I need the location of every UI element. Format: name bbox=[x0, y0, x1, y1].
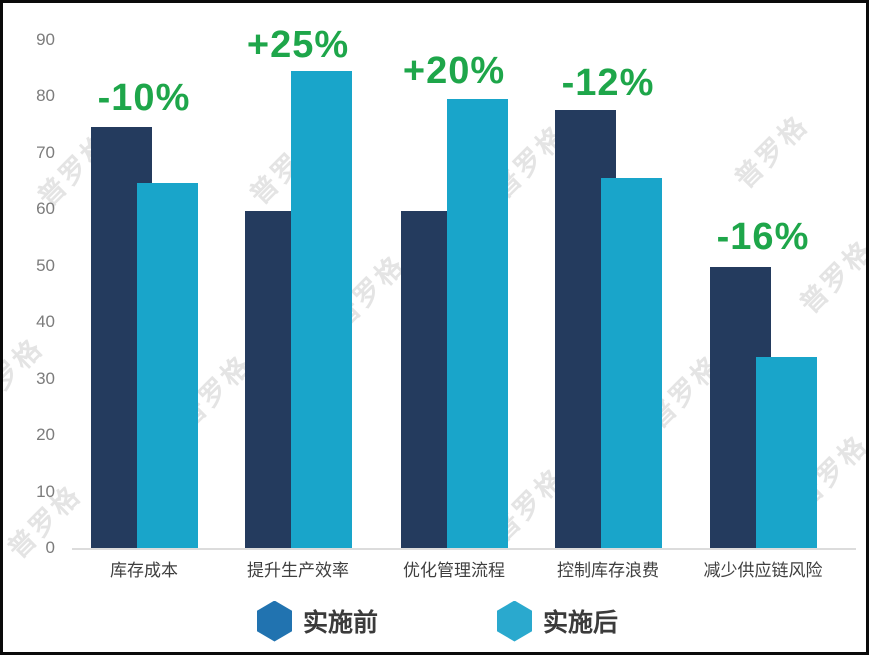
y-axis-tick-label: 80 bbox=[36, 86, 55, 105]
change-label: -12% bbox=[561, 62, 655, 104]
legend-item-after: 实施后 bbox=[497, 599, 618, 643]
y-axis-tick-label: 10 bbox=[36, 482, 55, 501]
y-axis-tick-label: 90 bbox=[36, 30, 55, 49]
bar-after-management-process bbox=[447, 99, 508, 548]
y-axis-tick-label: 20 bbox=[36, 425, 55, 444]
hexagon-swatch-icon bbox=[497, 600, 532, 642]
y-axis-tick-label: 60 bbox=[36, 199, 55, 218]
y-axis-tick-label: 40 bbox=[36, 312, 55, 331]
category-label: 优化管理流程 bbox=[403, 561, 505, 580]
y-axis-tick-label: 50 bbox=[36, 256, 55, 275]
category-label: 控制库存浪费 bbox=[557, 561, 659, 580]
change-label: -16% bbox=[716, 216, 810, 258]
x-axis-line bbox=[72, 548, 856, 550]
category-label: 提升生产效率 bbox=[247, 561, 349, 580]
y-axis-tick-label: 0 bbox=[45, 538, 55, 557]
y-axis-tick-label: 70 bbox=[36, 143, 55, 162]
change-label: +25% bbox=[246, 24, 350, 66]
legend-item-before: 实施前 bbox=[257, 599, 378, 643]
bar-after-inventory-cost bbox=[137, 183, 198, 548]
category-label: 减少供应链风险 bbox=[703, 561, 823, 580]
bar-after-inventory-waste bbox=[601, 178, 662, 548]
watermark-text: 普罗格 bbox=[729, 109, 815, 195]
change-label: -10% bbox=[97, 77, 191, 119]
bar-after-production-efficiency bbox=[291, 71, 352, 548]
category-label: 库存成本 bbox=[110, 561, 178, 580]
bar-after-supply-chain-risk bbox=[756, 357, 817, 548]
y-axis-tick-label: 30 bbox=[36, 369, 55, 388]
legend-label: 实施前 bbox=[303, 609, 379, 637]
legend-label: 实施后 bbox=[543, 609, 619, 637]
change-label: +20% bbox=[402, 50, 506, 92]
hexagon-swatch-icon bbox=[257, 600, 292, 642]
